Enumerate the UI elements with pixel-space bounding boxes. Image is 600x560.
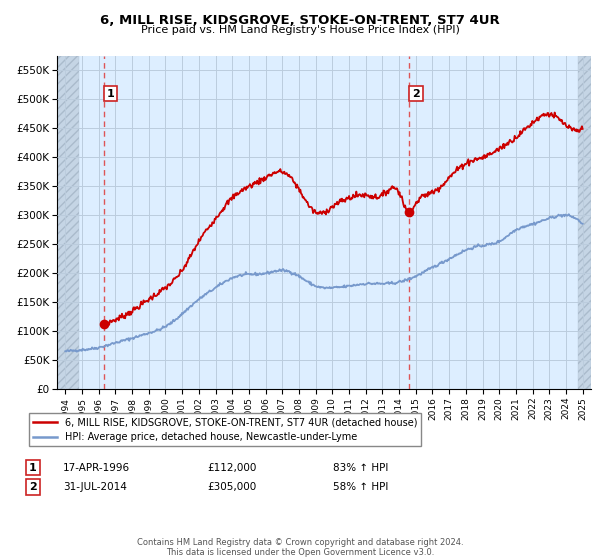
Text: 58% ↑ HPI: 58% ↑ HPI	[333, 482, 388, 492]
Text: £305,000: £305,000	[207, 482, 256, 492]
Text: 31-JUL-2014: 31-JUL-2014	[63, 482, 127, 492]
Text: Price paid vs. HM Land Registry's House Price Index (HPI): Price paid vs. HM Land Registry's House …	[140, 25, 460, 35]
Text: 1: 1	[107, 88, 115, 99]
Text: Contains HM Land Registry data © Crown copyright and database right 2024.
This d: Contains HM Land Registry data © Crown c…	[137, 538, 463, 557]
Text: 2: 2	[412, 88, 420, 99]
Text: 1: 1	[29, 463, 37, 473]
Text: 83% ↑ HPI: 83% ↑ HPI	[333, 463, 388, 473]
Text: £112,000: £112,000	[207, 463, 256, 473]
Text: 17-APR-1996: 17-APR-1996	[63, 463, 130, 473]
Text: 6, MILL RISE, KIDSGROVE, STOKE-ON-TRENT, ST7 4UR: 6, MILL RISE, KIDSGROVE, STOKE-ON-TRENT,…	[100, 14, 500, 27]
Text: 2: 2	[29, 482, 37, 492]
Legend: 6, MILL RISE, KIDSGROVE, STOKE-ON-TRENT, ST7 4UR (detached house), HPI: Average : 6, MILL RISE, KIDSGROVE, STOKE-ON-TRENT,…	[29, 413, 421, 446]
